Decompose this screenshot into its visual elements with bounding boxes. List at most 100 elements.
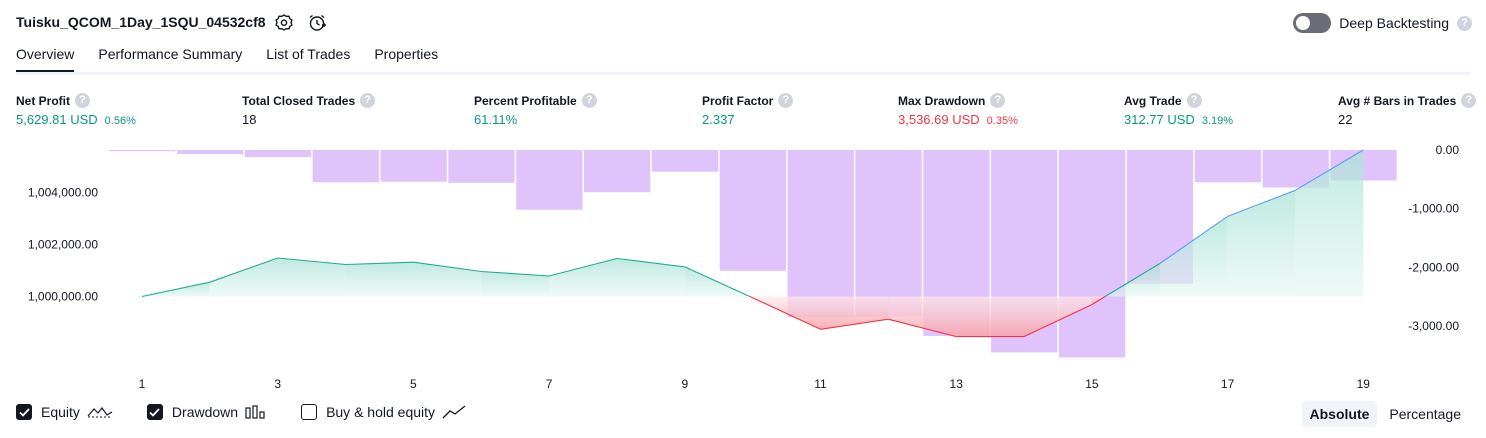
drawdown-label: Drawdown xyxy=(171,404,239,420)
metric-label: Avg Trade xyxy=(1124,93,1182,108)
equity-line-segment xyxy=(616,257,685,268)
tab-properties[interactable]: Properties xyxy=(374,46,439,62)
x-axis-tick-label: 17 xyxy=(1221,377,1235,391)
strategy-title: Tuisku_QCOM_1Day_1SQU_04532cf8 xyxy=(16,14,266,30)
left-axis-tick-label: 1,000,000.00 xyxy=(28,290,98,304)
tab-overview[interactable]: Overview xyxy=(16,46,75,73)
alert-clock-icon[interactable] xyxy=(306,12,328,34)
metric-value: 18 xyxy=(242,112,257,127)
bar-chart-icon xyxy=(245,405,265,419)
report-tabs: Overview Performance Summary List of Tra… xyxy=(16,46,439,73)
buy-hold-label: Buy & hold equity xyxy=(326,404,436,420)
help-icon[interactable]: ? xyxy=(360,93,376,108)
drawdown-area xyxy=(820,296,889,330)
metric-avg-trade: Avg Trade? 312.77 USD 3.19% xyxy=(1124,93,1233,127)
tab-performance-summary[interactable]: Performance Summary xyxy=(98,46,243,62)
metric-value: 2.337 xyxy=(702,112,735,127)
deep-backtesting-help-icon[interactable]: ? xyxy=(1457,15,1472,31)
metric-net-profit: Net Profit? 5,629.81 USD 0.56% xyxy=(16,93,136,127)
equity-area xyxy=(1295,150,1364,297)
left-axis: 1,000,000.00 1,002,000.00 1,004,000.00 xyxy=(28,185,98,303)
metric-profit-factor: Profit Factor? 2.337 xyxy=(702,93,794,127)
tab-list-of-trades[interactable]: List of Trades xyxy=(266,46,351,62)
equity-line-segment xyxy=(752,297,821,330)
help-icon[interactable]: ? xyxy=(581,93,597,108)
buy-hold-checkbox[interactable] xyxy=(301,404,318,420)
equity-area xyxy=(1159,216,1228,297)
equity-line-segment xyxy=(1227,189,1296,217)
absolute-button[interactable]: Absolute xyxy=(1301,401,1378,427)
x-axis: 1 3 5 7 9 11 13 15 17 19 xyxy=(139,377,1371,391)
equity-area xyxy=(549,258,617,297)
metric-percent: 0.35% xyxy=(986,115,1018,127)
equity-line-segment xyxy=(684,266,751,298)
metric-label: Percent Profitable xyxy=(474,93,577,108)
legend-equity[interactable]: Equity xyxy=(16,404,113,420)
drawdown-bar xyxy=(719,150,786,271)
equity-label: Equity xyxy=(41,404,80,420)
equity-area xyxy=(345,262,414,297)
settings-icon[interactable] xyxy=(273,12,295,34)
equity-line-segment xyxy=(1023,304,1093,338)
x-axis-tick-label: 7 xyxy=(546,377,553,391)
drawdown-area xyxy=(956,296,1024,337)
legend-buy-hold[interactable]: Buy & hold equity xyxy=(301,404,466,420)
help-icon[interactable]: ? xyxy=(1186,93,1202,108)
drawdown-area xyxy=(1024,296,1092,337)
equity-checkbox[interactable] xyxy=(16,404,32,420)
drawdown-bar xyxy=(1059,150,1126,358)
deep-backtesting-label: Deep Backtesting xyxy=(1339,15,1449,31)
help-icon[interactable]: ? xyxy=(778,93,794,108)
x-axis-tick-label: 9 xyxy=(681,377,688,391)
equity-line-segment xyxy=(1104,263,1161,297)
percentage-button[interactable]: Percentage xyxy=(1389,406,1461,422)
equity-lines xyxy=(141,149,1364,338)
drawdown-bar xyxy=(244,150,312,157)
tabs-divider xyxy=(16,72,1470,75)
drawdown-bar xyxy=(448,150,515,183)
right-axis-tick-label: -2,000.00 xyxy=(1408,260,1459,274)
metric-label: Net Profit xyxy=(16,93,70,108)
metric-percent-profitable: Percent Profitable? 61.11% xyxy=(474,93,597,127)
equity-line-segment xyxy=(413,261,482,273)
drawdown-bar xyxy=(516,150,583,210)
equity-area xyxy=(413,262,482,297)
equity-line-segment xyxy=(888,318,957,338)
metric-value: 312.77 USD xyxy=(1124,112,1195,127)
equity-line-segment xyxy=(277,257,346,266)
trend-line-icon xyxy=(442,405,466,419)
metric-value: 3,536.69 USD xyxy=(898,112,980,127)
deep-backtesting-control: Deep Backtesting ? xyxy=(1293,13,1472,33)
left-axis-tick-label: 1,002,000.00 xyxy=(28,238,98,252)
right-axis-tick-label: -3,000.00 xyxy=(1408,319,1459,333)
x-axis-tick-label: 1 xyxy=(139,377,146,391)
metric-max-drawdown: Max Drawdown? 3,536.69 USD 0.35% xyxy=(898,93,1018,127)
deep-backtesting-toggle[interactable] xyxy=(1293,13,1332,33)
view-mode-switch: Absolute Percentage xyxy=(1301,401,1470,427)
equity-line-segment xyxy=(1159,215,1228,264)
equity-area xyxy=(1227,190,1296,297)
x-axis-tick-label: 19 xyxy=(1357,377,1371,391)
metric-percent: 3.19% xyxy=(1201,115,1234,127)
right-axis-tick-label: 0.00 xyxy=(1436,143,1460,157)
equity-area xyxy=(277,258,346,297)
right-axis: 0.00 -1,000.00 -2,000.00 -3,000.00 xyxy=(1408,143,1459,333)
legend-drawdown[interactable]: Drawdown xyxy=(146,404,267,420)
drawdown-checkbox[interactable] xyxy=(146,404,163,420)
equity-drawdown-chart[interactable]: 1,000,000.00 1,002,000.00 1,004,000.00 0.0… xyxy=(0,140,1486,395)
help-icon[interactable]: ? xyxy=(1461,93,1477,108)
drawdown-bar xyxy=(651,150,719,172)
metric-total-closed-trades: Total Closed Trades? 18 xyxy=(242,93,376,127)
equity-line-segment xyxy=(481,270,550,277)
equity-line-segment xyxy=(345,261,414,266)
drawdown-bar xyxy=(787,150,854,318)
right-axis-tick-label: -1,000.00 xyxy=(1408,202,1459,216)
drawdown-bar xyxy=(855,150,922,317)
equity-line-segment xyxy=(548,257,618,277)
drawdown-bar xyxy=(380,150,447,182)
help-icon[interactable]: ? xyxy=(990,93,1006,108)
metric-avg-bars: Avg # Bars in Trades? 22 xyxy=(1338,93,1477,127)
equity-line-segment xyxy=(1091,296,1106,306)
toggle-knob xyxy=(1296,16,1311,30)
help-icon[interactable]: ? xyxy=(75,93,90,108)
